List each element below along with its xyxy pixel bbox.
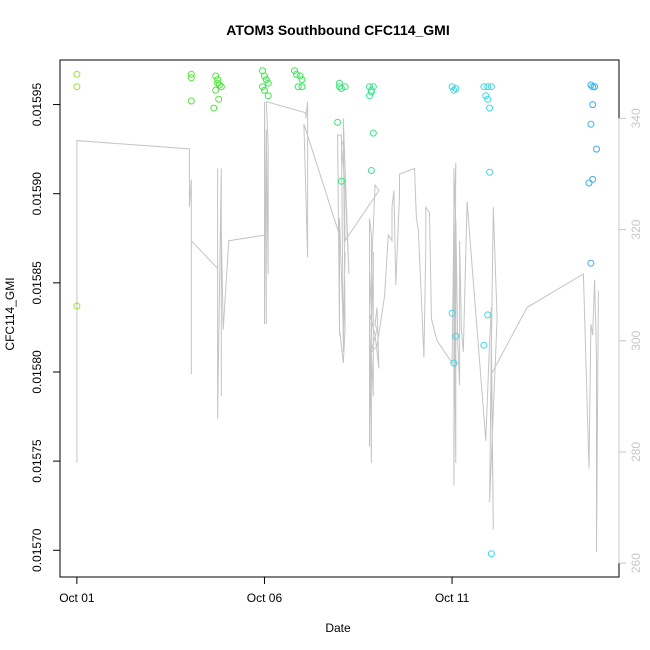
data-point [484, 95, 492, 103]
data-point [73, 70, 81, 78]
data-point [73, 83, 81, 91]
secondary-y-tick-label: 340 [629, 108, 643, 128]
data-point [212, 72, 220, 80]
data-point [484, 311, 492, 319]
secondary-y-tick-label: 300 [629, 330, 643, 350]
data-point [298, 76, 306, 84]
data-point [589, 101, 597, 109]
data-point [484, 83, 492, 91]
data-point [210, 104, 218, 112]
data-point [261, 72, 268, 80]
data-point [337, 177, 345, 185]
data-point [341, 83, 349, 91]
altitude-trace-line [76, 101, 599, 553]
data-point [486, 168, 494, 176]
secondary-y-tick-label: 320 [629, 219, 643, 239]
data-point [334, 118, 342, 126]
data-point [487, 83, 495, 91]
data-point [585, 179, 593, 187]
secondary-y-tick-label: 280 [629, 442, 643, 462]
data-point [264, 92, 272, 100]
data-point [591, 83, 599, 91]
data-point [587, 81, 595, 89]
y-tick-label: 0.01590 [30, 172, 44, 216]
data-point [262, 76, 270, 84]
data-point [259, 83, 267, 91]
data-point [452, 332, 460, 340]
chart-title: ATOM3 Southbound CFC114_GMI [226, 22, 450, 38]
data-point [593, 145, 600, 153]
data-point [292, 70, 300, 78]
x-tick-label: Oct 06 [247, 591, 283, 605]
data-point [217, 83, 225, 91]
data-point [366, 92, 373, 100]
data-point [187, 74, 195, 82]
data-point [296, 72, 304, 80]
data-point [369, 129, 377, 137]
data-point [212, 86, 220, 94]
secondary-y-tick-label: 260 [629, 553, 643, 573]
data-points-layer [73, 67, 600, 558]
y-tick-label: 0.01595 [30, 83, 44, 127]
data-point [187, 70, 195, 78]
data-point [261, 86, 268, 94]
y-tick-label: 0.01580 [30, 350, 44, 394]
x-axis: Oct 01 Oct 06 Oct 11 [59, 576, 470, 605]
data-point [480, 83, 488, 91]
data-point [73, 302, 81, 310]
data-point [337, 85, 345, 92]
y-axis-label: CFC114_GMI [3, 277, 17, 350]
data-point [487, 550, 495, 558]
data-point [367, 167, 375, 174]
data-point [215, 95, 223, 103]
data-point [367, 88, 375, 96]
data-point [291, 67, 298, 75]
data-point [589, 83, 597, 91]
data-point [187, 97, 195, 105]
data-point [450, 86, 458, 94]
data-point [450, 359, 458, 367]
altitude-trace-layer [76, 101, 599, 553]
x-axis-label: Date [325, 621, 351, 635]
data-point [452, 85, 460, 92]
secondary-y-axis: 260 280 300 320 340 [618, 108, 643, 573]
y-tick-label: 0.01585 [30, 261, 44, 305]
data-point [448, 83, 456, 91]
data-point [486, 104, 494, 112]
data-point [298, 83, 306, 91]
y-axis: 0.01570 0.01575 0.01580 0.01585 0.01590 0.015… [30, 83, 61, 572]
x-tick-label: Oct 11 [435, 591, 470, 605]
data-point [264, 79, 272, 87]
data-point [589, 175, 597, 183]
data-point [482, 92, 490, 100]
data-point [587, 259, 595, 267]
data-point [480, 341, 488, 349]
data-point [294, 83, 302, 91]
data-point [214, 79, 222, 87]
y-tick-label: 0.01570 [30, 528, 44, 572]
y-tick-label: 0.01575 [30, 439, 44, 483]
data-point [587, 120, 595, 128]
x-tick-label: Oct 01 [59, 591, 95, 605]
data-point [215, 81, 223, 89]
data-point [448, 309, 456, 317]
